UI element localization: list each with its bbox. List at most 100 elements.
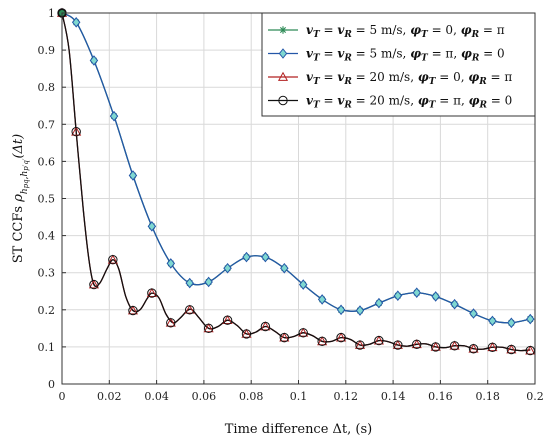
series-3-point [430,341,441,351]
legend-swatch-marker [279,26,287,34]
legend-label-part: = π, [428,47,461,61]
y-tick-label: 0.4 [38,230,56,243]
y-tick-label: 0.6 [38,155,56,168]
legend-swatch-marker [278,95,288,106]
series-4-point [260,321,271,332]
series-3-point [241,328,252,338]
legend-label-part: = π, [435,94,468,108]
legend-label-part: φ [468,70,479,84]
series-4-point [89,279,99,290]
series-4-point [317,336,327,347]
legend-label-part: = 0, [428,23,461,37]
x-tick-labels: 0 0.02 0.04 0.06 0.08 0.1 0.12 0.14 0.16 0.18 0.2 [59,390,544,403]
legend-label-part: T [313,54,321,64]
legend-label-part: = 20 m/s, [352,70,418,84]
series-4-point [279,332,290,343]
x-tick-label: 0 [59,390,66,403]
series-2-point [431,291,440,302]
series-3-point [298,327,309,337]
series-3-point [506,344,517,354]
x-tick-label: 0.2 [526,390,544,403]
y-label-sub-h: h [20,188,30,194]
legend-entry: vT = vR = 20 m/s, φT = 0, φR = π [268,70,512,87]
legend-label-part: T [313,101,321,111]
series-3-point [449,340,460,350]
y-tick-label: 0.9 [38,44,56,57]
series-4-markers [57,8,535,356]
y-label-rho: ρ [11,194,26,203]
series-2-point [336,304,346,316]
series-2-point [507,317,516,329]
series-3-point [336,332,347,342]
legend-label-part: = [320,23,338,37]
y-label-sub-pq2: p′q′ [22,158,30,171]
series-3-point [203,323,214,333]
series-3-point [88,279,99,289]
legend-label-part: = 0 [487,94,512,108]
legend-label-part: T [313,77,321,87]
series-2-markers [57,7,535,329]
series-3-point [525,345,536,355]
x-tick-label: 0.18 [475,390,500,403]
x-tick-label: 0.02 [97,390,122,403]
series-group [56,7,536,356]
y-axis-label: ST CCFs ρhpq,hp′q′(Δt) [11,134,30,263]
y-tick-label: 0.2 [38,304,56,317]
legend-label-part: v [306,94,314,108]
series-3-point [146,287,157,297]
series-2-point [412,287,421,299]
legend-swatch-marker [278,48,288,59]
series-4-point [222,315,233,325]
series-4-point [241,329,252,339]
y-label-sep: , [20,176,30,179]
y-label-prefix: ST CCFs [11,202,26,263]
series-2-point [317,294,327,305]
series-4-point [525,345,535,356]
series-2-point [393,290,403,302]
x-tick-label: 0.12 [334,390,359,403]
series-2-point [374,297,384,309]
legend-box [261,12,536,117]
legend-label-part: = 0 [479,47,504,61]
y-tick-label: 0 [48,378,55,391]
series-3-point [373,335,384,345]
legend-label: vT = vR = 20 m/s, φT = π, φR = 0 [306,94,512,111]
x-axis-label: Time difference Δt, (s) [225,422,372,437]
series-2-point [526,313,535,325]
series-4-point [393,340,403,350]
legend-entry: vT = vR = 5 m/s, φT = π, φR = 0 [268,47,505,64]
legend-entry: vT = vR = 20 m/s, φT = π, φR = 0 [268,94,512,111]
x-tick-label: 0.06 [192,390,217,403]
y-tick-label: 0.1 [38,341,56,354]
series-2-point [355,305,365,316]
series-4-point [449,341,460,351]
series-4-point [147,288,157,298]
legend-label-part: v [337,94,345,108]
legend-label-part: v [306,23,314,37]
series-2-point [147,221,157,232]
series-3-point [487,342,498,352]
legend-label-part: = 20 m/s, [352,94,418,108]
series-2-point [109,110,119,122]
series-3-point [184,304,195,314]
legend-label-part: v [337,47,345,61]
series-4-point [185,305,195,315]
legend-label-part: T [429,77,437,87]
legend-label: vT = vR = 20 m/s, φT = 0, φR = π [306,70,512,87]
y-tick-label: 0.7 [38,118,56,131]
legend-label-part: R [343,54,352,64]
series-3-point [392,339,403,349]
series-2-point [261,251,270,263]
series-3-point [127,305,138,315]
legend-label-part: R [343,30,352,40]
legend-label-part: v [306,47,314,61]
legend-label-part: R [471,30,480,40]
series-4-point [430,342,441,352]
series-4-point [298,328,308,338]
series-2-point [128,170,138,181]
series-4-point [336,332,346,343]
series-2-point [450,298,459,310]
y-label-sub-pq: pq [22,179,30,188]
legend-label-part: φ [461,23,472,37]
series-2-point [89,55,99,66]
